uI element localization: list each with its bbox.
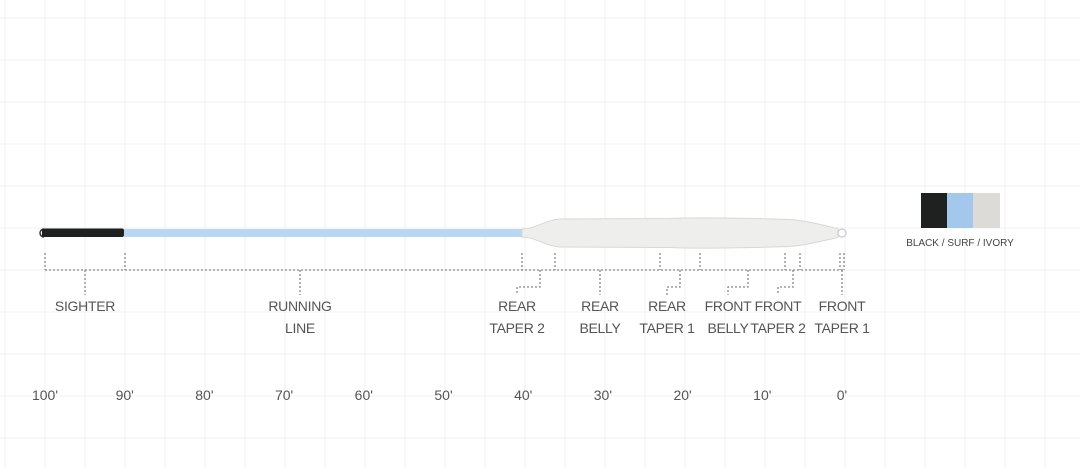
label-sighter: SIGHTER <box>55 298 115 314</box>
front-loop <box>837 228 847 238</box>
label-rear-taper-1: TAPER 1 <box>639 320 695 336</box>
label-rear-belly: REAR <box>581 298 619 314</box>
section-leader <box>777 270 794 295</box>
label-rear-belly: BELLY <box>579 320 621 336</box>
fly-line <box>39 217 847 249</box>
section-labels: SIGHTER RUNNING LINE REAR TAPER 2 REAR BELLY RE… <box>55 298 870 336</box>
scale-tick-label: 10' <box>753 387 771 403</box>
label-front-taper-1: TAPER 1 <box>814 320 870 336</box>
sighter-segment <box>42 228 124 237</box>
label-rear-taper-2: TAPER 2 <box>489 320 545 336</box>
label-rear-taper-2: REAR <box>498 298 536 314</box>
swatch-surf <box>947 193 973 228</box>
section-leader <box>666 270 681 295</box>
scale-tick-label: 60' <box>355 387 373 403</box>
color-legend: BLACK / SURF / IVORY <box>906 193 1014 249</box>
scale-tick-label: 30' <box>594 387 612 403</box>
scale-tick-label: 40' <box>514 387 532 403</box>
scale-tick-label: 50' <box>434 387 452 403</box>
swatch-ivory <box>973 193 1000 228</box>
scale-tick-label: 100' <box>32 387 58 403</box>
swatch-black <box>921 193 947 228</box>
section-leader <box>516 270 541 295</box>
section-leader <box>727 270 749 295</box>
section-brackets <box>44 253 845 295</box>
scale-tick-label: 0' <box>837 387 847 403</box>
label-running-line: RUNNING <box>268 298 331 314</box>
head-segment <box>521 217 839 249</box>
label-front-belly: FRONT <box>705 298 752 314</box>
label-front-taper-2: TAPER 2 <box>750 320 806 336</box>
label-front-taper-1: FRONT <box>819 298 866 314</box>
scale-tick-label: 90' <box>116 387 134 403</box>
label-front-taper-2: FRONT <box>755 298 802 314</box>
length-scale: 100' 90' 80' 70' 60' 50' 40' 30' 20' 10' 0' <box>32 387 847 403</box>
label-front-belly: BELLY <box>707 320 749 336</box>
label-running-line: LINE <box>285 320 315 336</box>
label-rear-taper-1: REAR <box>648 298 686 314</box>
running-line-segment <box>124 229 524 237</box>
scale-tick-label: 80' <box>195 387 213 403</box>
scale-tick-label: 20' <box>673 387 691 403</box>
scale-tick-label: 70' <box>275 387 293 403</box>
legend-label: BLACK / SURF / IVORY <box>906 238 1014 249</box>
